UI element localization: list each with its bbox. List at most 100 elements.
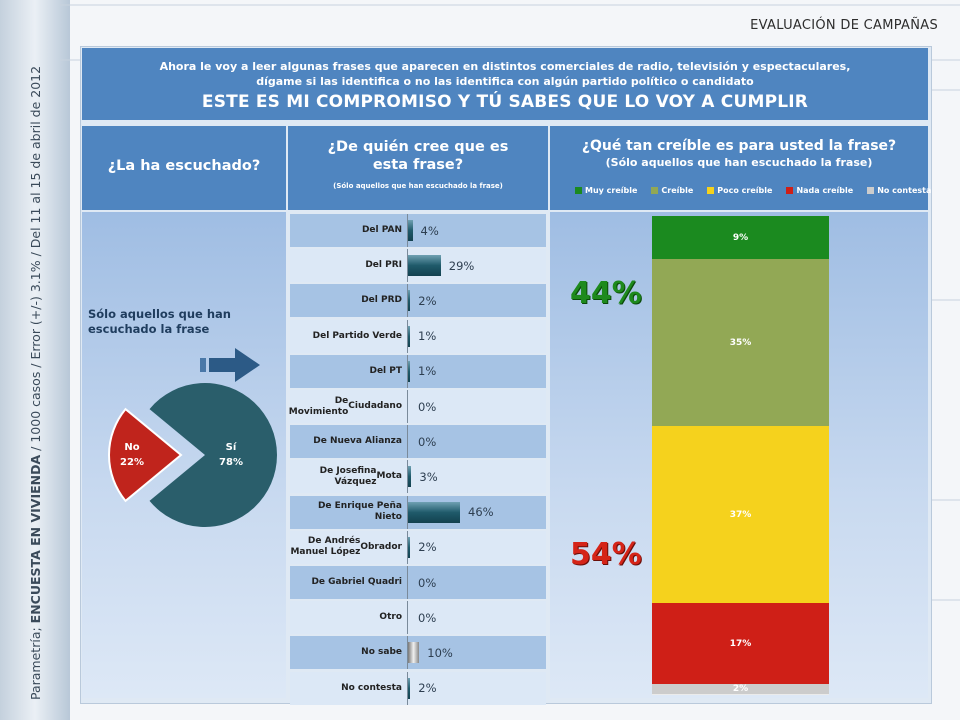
candidate-label: No contesta: [341, 682, 402, 693]
legend-swatch: [786, 187, 794, 194]
heard-title: ¿La ha escuchado?: [107, 158, 261, 174]
question-box: Ahora le voy a leer algunas frases que a…: [82, 48, 928, 120]
legend-item: Creíble: [651, 186, 693, 195]
heard-column-header: ¿La ha escuchado?: [82, 126, 286, 210]
heard-pie-chart: Sí 78% No 22%: [108, 383, 277, 527]
candidate-bar: [408, 536, 411, 558]
candidate-row: Del Partido Verde 1%: [290, 319, 546, 353]
segment-value: 9%: [732, 232, 749, 243]
pie-value-si: 78%: [219, 457, 243, 468]
not-credible-total: 54%: [570, 537, 642, 572]
candidate-bar: [408, 466, 412, 488]
candidate-row: Del PT 1%: [290, 354, 546, 388]
page-header-title: EVALUACIÓN DE CAMPAÑAS: [750, 18, 938, 33]
segment-muy-creible: 9%: [652, 216, 829, 261]
segment-poco-creible: 37%: [652, 426, 829, 605]
pie-label-si: Sí: [226, 441, 237, 453]
candidate-bar: [408, 501, 460, 523]
credible-column-header: ¿Qué tan creíble es para usted la frase?…: [550, 126, 928, 210]
axis-line: [407, 495, 408, 529]
candidate-label: De Gabriel Quadri: [311, 577, 402, 587]
legend-swatch: [575, 187, 582, 194]
question-intro: Ahora le voy a leer algunas frases que a…: [82, 59, 928, 89]
arrow-icon: [200, 348, 260, 382]
axis-line: [407, 284, 408, 318]
segment-no-contesta: 2%: [652, 684, 829, 695]
candidate-row: No contesta 2%: [290, 671, 546, 705]
legend-swatch: [651, 187, 659, 194]
legend-item: Poco creíble: [707, 186, 772, 195]
source-note: Parametría; ENCUESTA EN VIVIENDA / 1000 …: [28, 20, 43, 700]
candidate-row: De Josefina Vázquez Mota 3%: [290, 460, 546, 494]
pie-label-no: No: [124, 442, 139, 453]
who-title: ¿De quién cree que es esta frase?: [288, 138, 548, 174]
candidate-row: Del PAN 4%: [290, 214, 546, 247]
segment-creible: 35%: [652, 259, 829, 428]
candidate-bar: [408, 677, 411, 699]
candidate-value: 1%: [418, 364, 437, 379]
axis-line: [407, 354, 408, 388]
axis-line: [407, 214, 408, 247]
candidate-label: De Josefina Vázquez Mota: [319, 465, 402, 487]
segment-value: 35%: [729, 337, 752, 348]
candidate-value: 0%: [418, 610, 437, 625]
candidate-bar: [408, 290, 411, 312]
candidate-value: 29%: [448, 258, 475, 273]
candidate-row: De Gabriel Quadri 0%: [290, 566, 546, 599]
axis-line: [407, 566, 408, 599]
candidate-value: 2%: [418, 540, 437, 555]
pie-slice-si: [149, 383, 277, 527]
legend-swatch: [707, 187, 715, 194]
segment-value: 17%: [729, 638, 752, 649]
candidate-value: 46%: [468, 505, 494, 520]
candidate-value: 2%: [418, 681, 437, 696]
candidate-row: Del PRD 2%: [290, 284, 546, 318]
candidate-label: Otro: [379, 612, 402, 623]
candidate-row: De Movimiento Ciudadano 0%: [288, 390, 546, 423]
legend-swatch: [867, 187, 875, 194]
pie-note-line2: escuchado la frase: [88, 322, 210, 336]
candidate-label: No sabe: [361, 647, 402, 658]
legend-label: Muy creíble: [585, 186, 638, 195]
candidate-label: Del PT: [369, 365, 402, 376]
candidate-label: De Enrique Peña Nieto: [317, 501, 402, 523]
candidate-row: Otro 0%: [290, 601, 546, 635]
candidate-row: De Andrés Manuel López Obrador 2%: [290, 530, 546, 564]
candidate-row: De Nueva Alianza 0%: [290, 425, 546, 459]
axis-line: [407, 425, 408, 459]
question-intro-line2: dígame si las identifica o no las identi…: [256, 75, 754, 88]
candidate-label: Del PRI: [365, 260, 402, 271]
candidate-label: Del PRD: [361, 295, 402, 306]
who-title-line1: ¿De quién cree que es: [327, 139, 509, 155]
segment-value: 2%: [732, 684, 749, 695]
candidate-row: Del PRI 29%: [290, 249, 546, 283]
pie-value-no: 22%: [120, 457, 144, 468]
who-title-line2: esta frase?: [372, 157, 464, 173]
candidate-bar: [408, 642, 420, 664]
candidate-bar: [408, 255, 441, 277]
pie-slice-no: [108, 407, 183, 503]
candidate-label: De Movimiento Ciudadano: [288, 395, 402, 417]
axis-line: [407, 390, 408, 423]
pie-note-line1: Sólo aquellos que han: [88, 307, 231, 321]
candidate-row: De Enrique Peña Nieto 46%: [290, 495, 546, 529]
legend-item: No contesta: [867, 186, 931, 195]
credibility-legend: Muy creíble Creíble Poco creíble Nada creíb…: [575, 186, 931, 195]
source-name: Parametría;: [28, 627, 43, 700]
candidate-value: 0%: [418, 575, 437, 590]
candidate-label: Del Partido Verde: [312, 330, 402, 341]
credible-total: 44%: [570, 276, 642, 311]
axis-line: [407, 601, 408, 635]
legend-label: Creíble: [661, 186, 694, 195]
legend-label: Poco creíble: [717, 186, 773, 195]
candidate-row: No sabe 10%: [290, 636, 546, 670]
candidate-label: De Andrés Manuel López Obrador: [290, 536, 402, 558]
credible-title: ¿Qué tan creíble es para usted la frase?: [581, 138, 897, 154]
segment-value: 37%: [729, 509, 752, 520]
candidate-value: 1%: [418, 329, 437, 344]
who-column-header: ¿De quién cree que es esta frase? (Sólo …: [288, 126, 548, 210]
axis-line: [407, 249, 408, 283]
question-intro-line1: Ahora le voy a leer algunas frases que a…: [159, 60, 851, 73]
legend-label: Nada creíble: [796, 186, 854, 195]
